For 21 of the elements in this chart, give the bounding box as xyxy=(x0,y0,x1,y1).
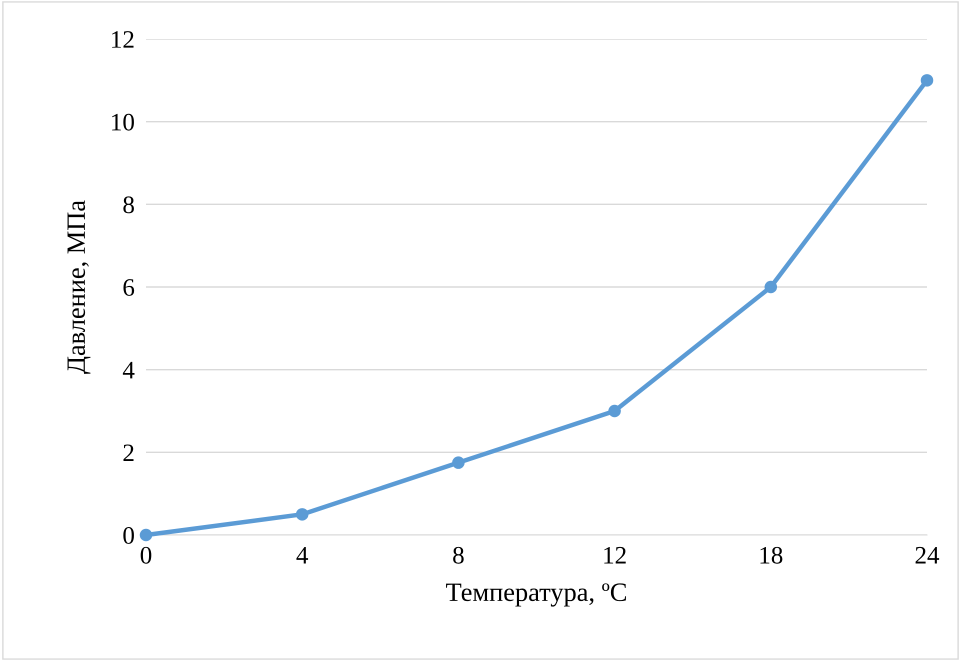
point xyxy=(920,74,934,87)
x-tick-label: 4 xyxy=(296,547,308,564)
x-tick-label: 0 xyxy=(140,546,152,564)
point xyxy=(608,404,621,418)
y-tick-label: 10 xyxy=(112,114,134,131)
x-tick-label: 24 xyxy=(916,546,940,564)
y-tick-label: 4 xyxy=(122,362,134,378)
x-axis-title: Температура, ºC xyxy=(446,583,626,607)
point xyxy=(296,508,308,521)
y-tick-label: 6 xyxy=(123,279,134,296)
y-tick-label: 2 xyxy=(123,444,134,462)
point xyxy=(140,528,152,542)
point xyxy=(452,456,465,469)
y-tick-label: 8 xyxy=(123,196,134,214)
y-tick-label: 12 xyxy=(112,31,134,48)
y-tick-label: 0 xyxy=(123,527,134,544)
x-tick-label: 18 xyxy=(760,546,782,564)
x-tick-label: 12 xyxy=(604,546,626,564)
x-tick-label: 8 xyxy=(453,546,464,564)
y-axis-title: Давление, МПа xyxy=(68,200,90,374)
point xyxy=(764,280,778,294)
